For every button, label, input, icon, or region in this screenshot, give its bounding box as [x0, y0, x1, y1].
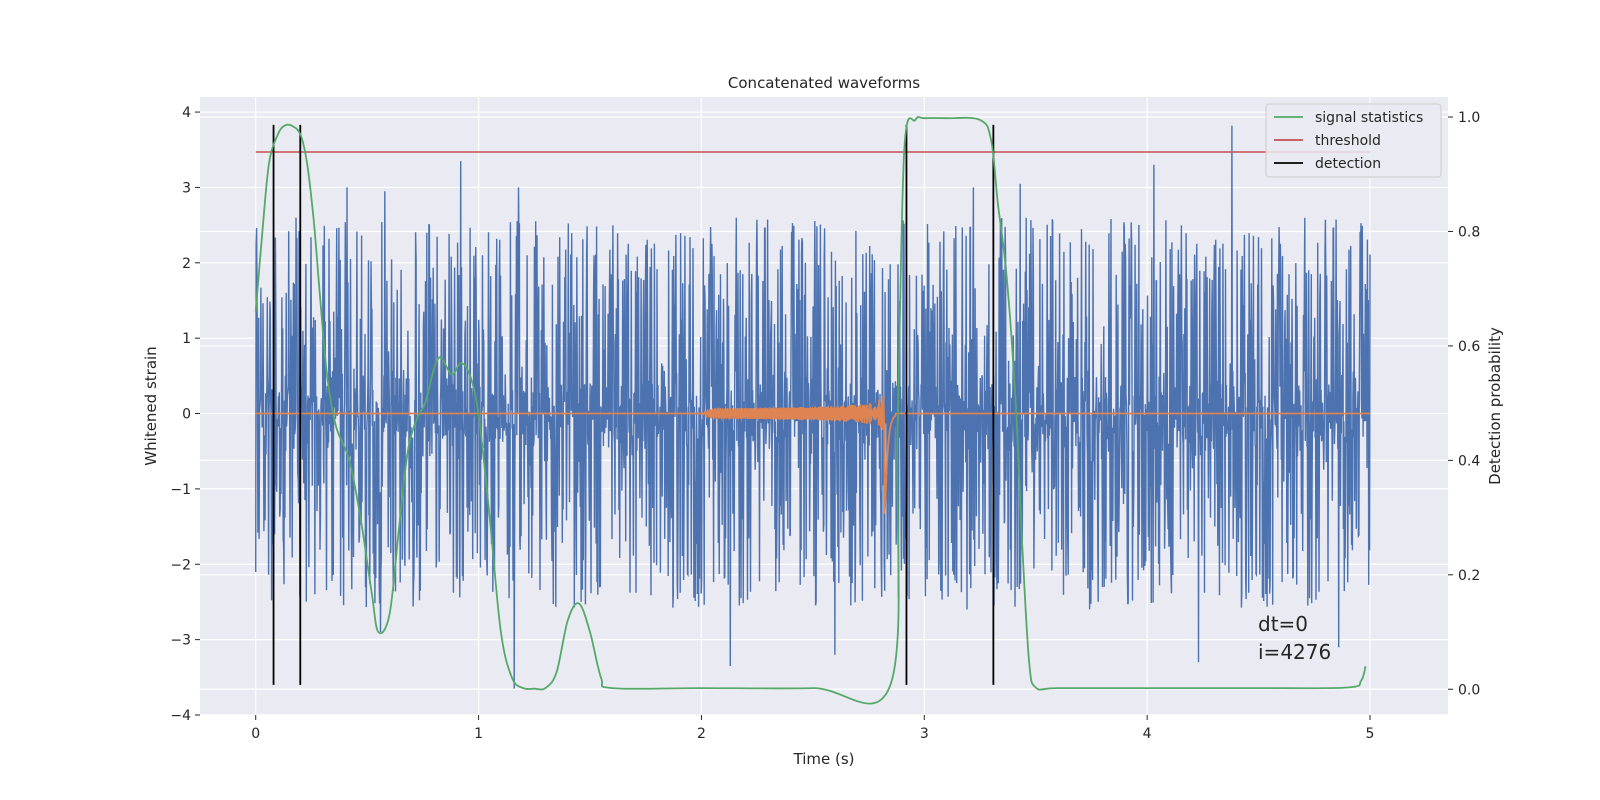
annotation-index: i=4276: [1258, 640, 1331, 664]
series-strain-line: [255, 125, 1371, 689]
x-tick-label: 4: [1143, 726, 1152, 742]
left-y-tick-label: −1: [170, 482, 191, 498]
right-y-axis-label: Detection probability: [1486, 327, 1504, 485]
x-tick-label: 5: [1366, 726, 1375, 742]
right-y-tick-label: 0.8: [1458, 224, 1480, 240]
right-y-axis-ticks: 0.0 0.2 0.4 0.6 0.8 1.0: [1448, 110, 1480, 698]
x-axis-label: Time (s): [793, 750, 855, 768]
annotation-dt: dt=0: [1258, 612, 1308, 636]
legend-threshold-label: threshold: [1315, 133, 1381, 149]
legend-detection-label: detection: [1315, 156, 1381, 172]
left-y-axis-label: Whitened strain: [142, 346, 160, 465]
left-y-tick-label: 4: [182, 105, 191, 121]
right-y-tick-label: 1.0: [1458, 110, 1480, 126]
series-waveform-line: [255, 395, 1370, 514]
left-y-tick-label: 1: [182, 331, 191, 347]
right-y-tick-label: 0.0: [1458, 682, 1480, 698]
x-tick-label: 2: [697, 726, 706, 742]
right-y-tick-label: 0.2: [1458, 568, 1480, 584]
series-signal-statistics-line: [254, 116, 1367, 705]
x-tick-label: 1: [474, 726, 483, 742]
chart-title: Concatenated waveforms: [728, 74, 920, 92]
right-y-tick-label: 0.4: [1458, 453, 1480, 469]
legend: signal statistics threshold detection: [1265, 103, 1442, 178]
left-y-tick-label: 3: [182, 180, 191, 196]
left-y-tick-label: −3: [170, 633, 191, 649]
legend-box: [1265, 103, 1442, 178]
left-y-tick-label: 0: [182, 407, 191, 423]
right-y-tick-label: 0.6: [1458, 339, 1480, 355]
left-y-axis-ticks: −4 −3 −2 −1 0 1 2 3 4: [170, 105, 200, 724]
detection-lines: [272, 124, 995, 685]
x-axis-ticks: 0 1 2 3 4 5: [251, 715, 1374, 742]
left-y-tick-label: −4: [170, 708, 191, 724]
left-y-tick-label: 2: [182, 256, 191, 272]
x-tick-label: 0: [251, 726, 260, 742]
legend-signal-statistics-label: signal statistics: [1315, 110, 1423, 126]
x-tick-label: 3: [920, 726, 929, 742]
annotation: dt=0 i=4276: [1258, 612, 1331, 664]
left-y-tick-label: −2: [170, 557, 191, 573]
